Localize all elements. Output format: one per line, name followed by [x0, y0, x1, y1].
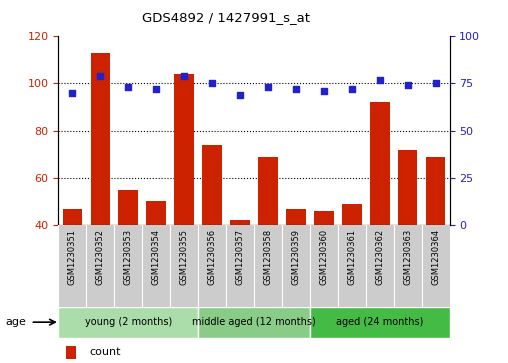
Text: GSM1230355: GSM1230355: [180, 229, 188, 285]
Bar: [198, 307, 310, 338]
Point: [96, 73, 104, 79]
Text: GSM1230358: GSM1230358: [264, 229, 272, 285]
Text: middle aged (12 months): middle aged (12 months): [192, 317, 316, 327]
Bar: [118, 189, 138, 225]
Text: GSM1230352: GSM1230352: [96, 229, 105, 285]
Point: [68, 90, 76, 96]
Bar: [342, 204, 362, 225]
Bar: [314, 211, 334, 225]
Point: [236, 92, 244, 98]
Point: [208, 81, 216, 86]
Bar: [66, 346, 76, 359]
Bar: [230, 220, 250, 225]
Text: GSM1230359: GSM1230359: [292, 229, 300, 285]
Bar: [286, 208, 306, 225]
Point: [431, 81, 439, 86]
Point: [152, 86, 160, 92]
Point: [264, 84, 272, 90]
Bar: [174, 74, 194, 225]
Text: GDS4892 / 1427991_s_at: GDS4892 / 1427991_s_at: [142, 11, 310, 24]
Text: GSM1230356: GSM1230356: [208, 229, 216, 285]
Bar: [426, 157, 446, 225]
Bar: [310, 307, 450, 338]
Bar: [90, 53, 110, 225]
Text: GSM1230360: GSM1230360: [320, 229, 328, 285]
Bar: [202, 145, 222, 225]
Point: [375, 77, 384, 83]
Text: GSM1230364: GSM1230364: [431, 229, 440, 285]
Point: [292, 86, 300, 92]
Point: [180, 73, 188, 79]
Point: [403, 82, 411, 88]
Bar: [370, 102, 390, 225]
Bar: [258, 157, 278, 225]
Text: GSM1230351: GSM1230351: [68, 229, 77, 285]
Point: [320, 88, 328, 94]
Bar: [398, 150, 418, 225]
Text: GSM1230363: GSM1230363: [403, 229, 412, 285]
Text: GSM1230353: GSM1230353: [124, 229, 133, 285]
Point: [347, 86, 356, 92]
Text: GSM1230361: GSM1230361: [347, 229, 356, 285]
Text: GSM1230357: GSM1230357: [236, 229, 244, 285]
Text: GSM1230362: GSM1230362: [375, 229, 384, 285]
Bar: [62, 208, 82, 225]
Text: aged (24 months): aged (24 months): [336, 317, 423, 327]
Bar: [58, 307, 198, 338]
Text: age: age: [5, 317, 26, 327]
Text: count: count: [90, 347, 121, 357]
Text: GSM1230354: GSM1230354: [152, 229, 161, 285]
Text: young (2 months): young (2 months): [85, 317, 172, 327]
Bar: [146, 201, 166, 225]
Point: [124, 84, 132, 90]
